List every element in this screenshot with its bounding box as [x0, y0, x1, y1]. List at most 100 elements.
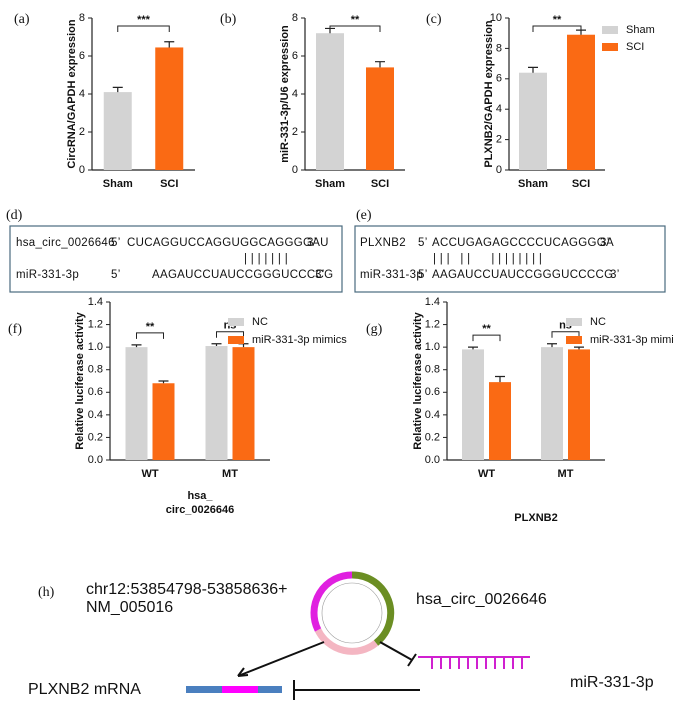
sequence-box: [9, 225, 343, 293]
pairing: | | | | | | |: [244, 253, 288, 265]
sequence: ACCUGAGAGCCCCUCAGGGGA: [432, 237, 614, 249]
x-tick-label: MT: [558, 468, 574, 480]
legend-label: miR-331-3p mimics: [590, 334, 674, 346]
y-tick-label: 6: [292, 50, 298, 62]
y-axis-label: PLXNB2/GAPDH expression: [483, 20, 495, 168]
panel-label: (g): [366, 322, 383, 337]
significance-label: **: [146, 321, 155, 333]
x-axis-label: PLXNB2: [514, 512, 557, 524]
error-bar: [112, 86, 123, 93]
y-tick-label: 1.0: [425, 341, 440, 353]
error-bar: [164, 41, 175, 48]
y-tick-label: 2: [292, 126, 298, 138]
bar: [125, 347, 148, 460]
sequence: AAGAUCCUAUCCGGGUCCCCG: [152, 269, 333, 281]
x-tick-label: WT: [141, 468, 158, 480]
legend-label: miR-331-3p mimics: [252, 334, 347, 346]
circrna-name: hsa_circ_0026646: [416, 591, 547, 608]
end-5: 5’: [418, 237, 428, 249]
y-tick-label: 8: [292, 12, 298, 24]
significance-bracket: [551, 331, 580, 338]
x-tick-label: SCI: [160, 178, 178, 190]
bar: [568, 349, 590, 460]
legend-swatch: [602, 43, 618, 51]
bar: [567, 34, 595, 170]
mirna-name: miR-331-3p: [570, 674, 654, 691]
y-axis-label: CircRNA/GAPDH expression: [66, 19, 78, 168]
circrna-icon: [310, 571, 395, 655]
bar: [103, 92, 132, 170]
mirna-icon: [418, 656, 530, 669]
y-tick-label: 6: [79, 50, 85, 62]
y-tick-label: 4: [292, 88, 298, 100]
bar: [541, 347, 563, 460]
error-bar: [574, 346, 584, 350]
bar: [519, 72, 547, 170]
end-5: 5’: [111, 237, 121, 249]
legend-label: NC: [590, 316, 606, 328]
x-tick-label: Sham: [103, 178, 133, 190]
pairing: | | | | | | | | | | | | |: [433, 253, 542, 265]
significance-label: **: [351, 14, 360, 26]
arrows: [237, 641, 420, 700]
end-5: 5’: [111, 269, 121, 281]
transcript: NM_005016: [86, 599, 173, 616]
y-tick-label: 1.0: [88, 341, 103, 353]
sequence: AAGAUCCUAUCCGGGUCCCCG: [432, 269, 613, 281]
bar: [155, 47, 184, 171]
error-bar: [528, 66, 538, 73]
legend-label: Sham: [626, 24, 655, 36]
error-bar: [375, 61, 385, 68]
locus: chr12:53854798-53858636+: [86, 581, 288, 598]
sequence-box: [354, 225, 666, 293]
significance-bracket: [117, 25, 170, 32]
y-tick-label: 1.2: [88, 318, 103, 330]
legend-swatch: [228, 336, 244, 344]
y-tick-label: 0.8: [88, 364, 103, 376]
y-tick-label: 10: [490, 12, 502, 24]
bar: [205, 346, 228, 460]
x-axis-label: circ_0026646: [166, 504, 235, 516]
y-tick-label: 2: [79, 126, 85, 138]
x-tick-label: Sham: [518, 178, 548, 190]
y-tick-label: 0: [79, 164, 85, 176]
y-tick-label: 1.2: [425, 318, 440, 330]
mirna-name: miR-331-3p: [16, 269, 79, 281]
end-3: 3’: [610, 269, 620, 281]
panel-label: (c): [426, 12, 442, 27]
x-tick-label: Sham: [315, 178, 345, 190]
significance-bracket: [532, 25, 582, 32]
y-tick-label: 1.4: [88, 296, 103, 308]
end-3: 3’: [307, 237, 317, 249]
significance-bracket: [216, 331, 244, 338]
y-tick-label: 0.0: [88, 454, 103, 466]
y-tick-label: 0.6: [425, 386, 440, 398]
y-tick-label: 8: [79, 12, 85, 24]
end-3: 3’: [600, 237, 610, 249]
significance-bracket: [472, 334, 501, 342]
bar: [462, 349, 484, 460]
y-axis-label: miR-331-3p/U6 expression: [279, 25, 291, 163]
y-tick-label: 0.6: [88, 386, 103, 398]
legend-swatch: [228, 318, 244, 326]
y-tick-label: 0.2: [425, 431, 440, 443]
target-name: hsa_circ_0026646: [16, 237, 115, 249]
panel-label: (e): [356, 208, 372, 223]
y-tick-label: 0: [496, 164, 502, 176]
legend-label: NC: [252, 316, 268, 328]
y-tick-label: 4: [496, 103, 502, 115]
significance-bracket: [329, 25, 381, 32]
legend-swatch: [566, 336, 582, 344]
y-tick-label: 0.2: [88, 431, 103, 443]
x-axis-label: hsa_: [187, 490, 213, 502]
y-tick-label: 2: [496, 134, 502, 146]
bar: [232, 347, 255, 460]
y-tick-label: 0.4: [425, 409, 440, 421]
significance-label: ***: [137, 14, 151, 26]
x-tick-label: SCI: [572, 178, 590, 190]
significance-label: **: [553, 14, 562, 26]
error-bar: [547, 343, 557, 348]
x-tick-label: MT: [222, 468, 238, 480]
target-name: PLXNB2: [360, 237, 406, 249]
